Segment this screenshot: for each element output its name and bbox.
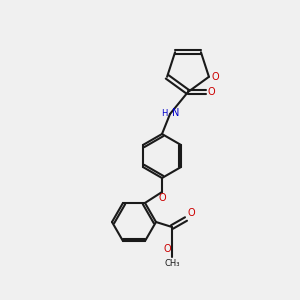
Text: O: O bbox=[158, 193, 166, 203]
Text: O: O bbox=[212, 72, 220, 82]
Text: O: O bbox=[208, 87, 216, 97]
Text: O: O bbox=[164, 244, 171, 254]
Text: H: H bbox=[162, 109, 168, 118]
Text: N: N bbox=[172, 108, 179, 118]
Text: CH₃: CH₃ bbox=[164, 259, 180, 268]
Text: O: O bbox=[187, 208, 195, 218]
